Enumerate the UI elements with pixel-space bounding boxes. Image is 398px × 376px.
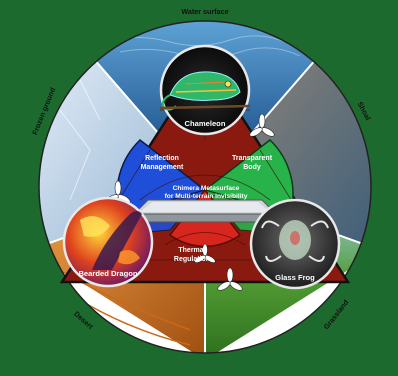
transparent-label-line2: Body — [243, 164, 261, 171]
outer-ring-border — [38, 20, 372, 354]
chameleon-icon — [159, 71, 251, 111]
reflection-label-line2: Management — [141, 164, 184, 171]
bearded-dragon-label: Bearded Dragon — [78, 269, 137, 278]
grassland-label: Grassland — [322, 298, 351, 331]
bearded-dragon-circle: Bearded Dragon — [62, 196, 154, 288]
center-title-line2: for Multi-terrain Invisibility — [165, 193, 248, 200]
water-surface-label: Water surface — [181, 7, 228, 16]
chameleon-circle: Chameleon — [159, 44, 251, 136]
desert-label: Desert — [72, 309, 95, 331]
glass-frog-circle: Glass Frog — [249, 198, 341, 290]
center-title-line1: Chimera Metasurface — [173, 185, 240, 192]
shoal-label: Shoal — [356, 100, 373, 122]
bearded-dragon-icon — [80, 211, 142, 270]
frozen-cracks — [59, 79, 101, 201]
chameleon-label: Chameleon — [185, 119, 226, 128]
transparent-label-line1: Transparent — [232, 155, 273, 162]
glass-frog-icon — [261, 220, 329, 262]
thermal-label-line2: Regulation — [174, 256, 210, 263]
flower-motifs — [105, 113, 275, 291]
reflection-label-line1: Reflection — [145, 155, 179, 162]
glass-frog-label: Glass Frog — [275, 273, 315, 282]
metasurface-plate — [132, 199, 278, 223]
thermal-label-line1: Thermal — [178, 247, 205, 254]
